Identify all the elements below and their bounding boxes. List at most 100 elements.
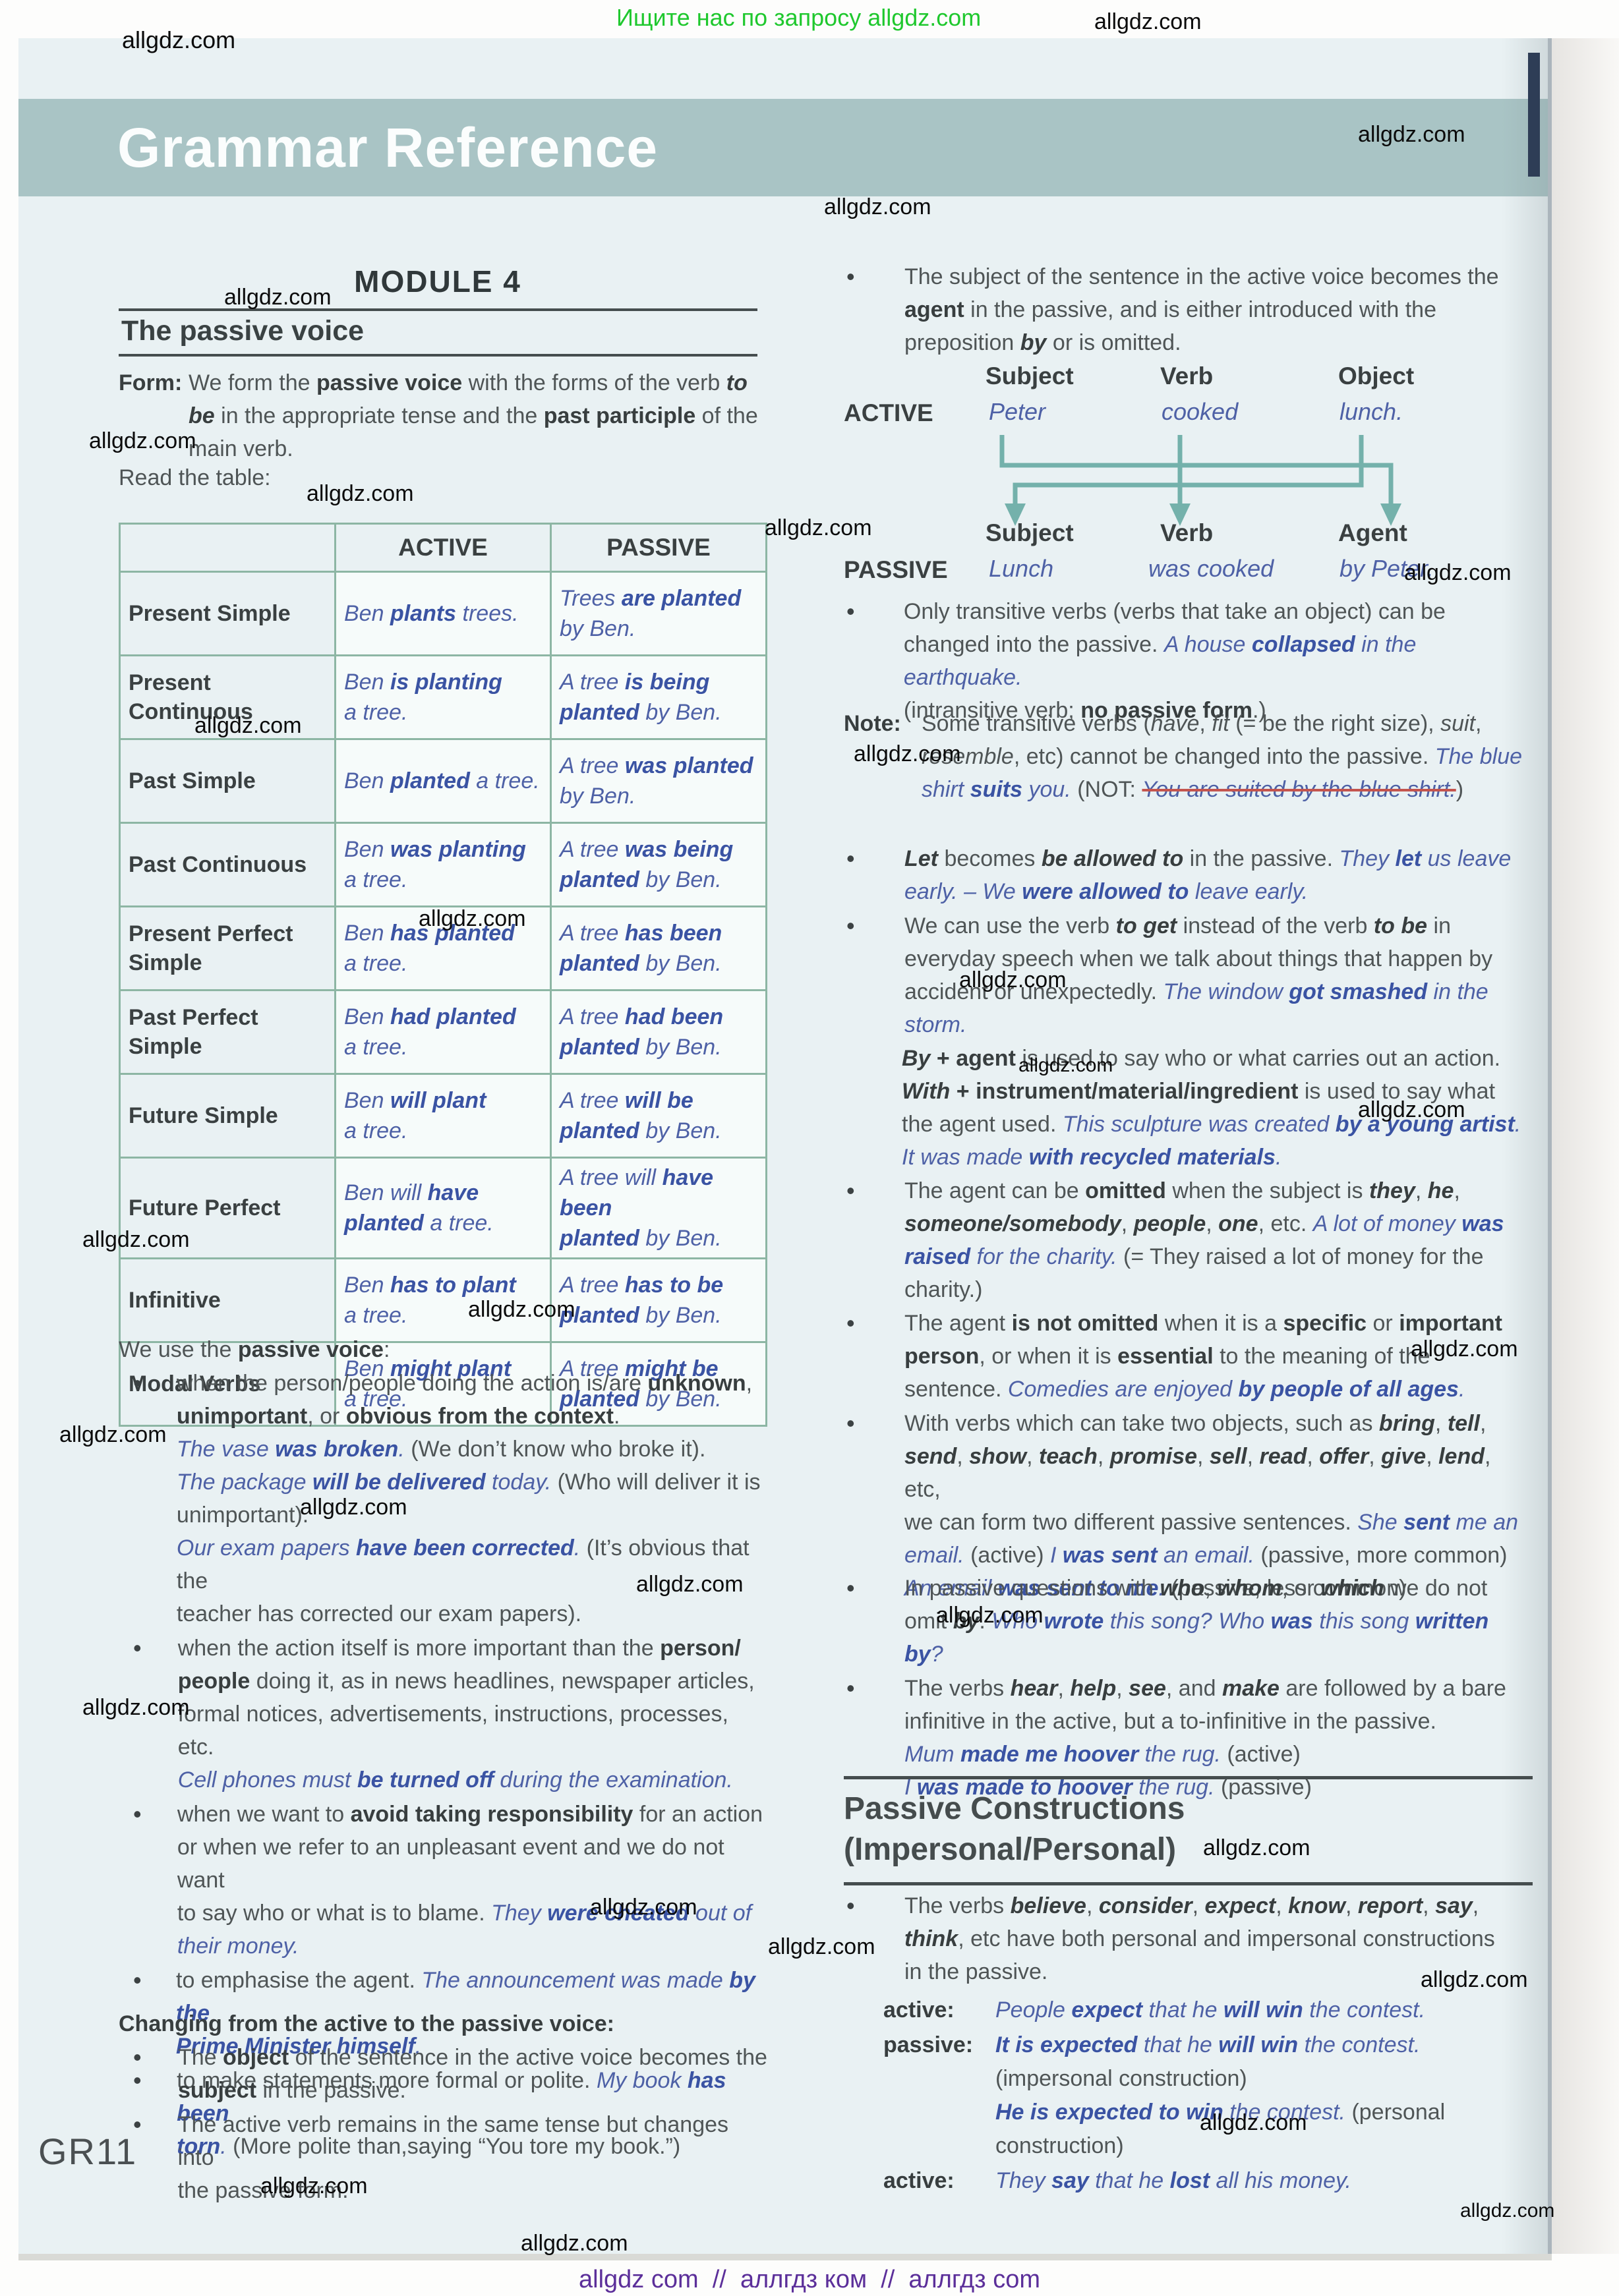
table-row: Present Continuous Ben is planting a tre… — [119, 654, 767, 740]
diagram-passive-agent: by Peter. — [1339, 555, 1434, 582]
tense-cell: Present Perfect Simple — [119, 905, 336, 991]
watermark-text: allgdz.com — [959, 967, 1067, 992]
bullet-text: The agent is not omitted when it is a sp… — [904, 1311, 1502, 1402]
diagram-arrows — [999, 435, 1401, 526]
watermark-text: allgdz.com — [1421, 1967, 1528, 1992]
form-label: Form: — [119, 370, 183, 395]
watermark-text: allgdz.com — [468, 1297, 575, 1322]
bullet-dot: • — [846, 598, 855, 625]
tense-cell: Past Perfect Simple — [119, 989, 336, 1075]
not-omitted-bullet: • The agent is not omitted when it is a … — [844, 1307, 1533, 1406]
watermark-text: allgdz.com — [1094, 9, 1202, 34]
let-bullet: • Let becomes be allowed to in the passi… — [844, 842, 1533, 908]
passive-example-cell: A tree is being planted by Ben. — [550, 654, 767, 740]
watermark-text: allgdz.com — [59, 1422, 167, 1447]
watermark-text: allgdz.com — [854, 741, 961, 766]
passive-example-cell: A tree was being planted by Ben. — [550, 822, 767, 907]
watermark-text: allgdz.com — [1460, 2200, 1555, 2222]
active-example-cell: Ben had planted a tree. — [334, 989, 552, 1075]
bullet-dot: • — [133, 1369, 142, 1396]
watermark-text: allgdz.com — [89, 428, 196, 453]
bullet-text: The verbs hear, help, see, and make are … — [904, 1676, 1506, 1800]
bullet-dot: • — [846, 1574, 855, 1601]
tense-table: ACTIVE PASSIVE Present Simple Ben plants… — [119, 523, 767, 1427]
bullet-text: The agent can be omitted when the subjec… — [904, 1178, 1504, 1302]
bullet-item: • The object of the sentence in the acti… — [119, 2041, 768, 2107]
table-row: Past Continuous Ben was planting a tree.… — [119, 822, 767, 907]
table-header-passive: PASSIVE — [550, 523, 767, 573]
diagram-verb-header: Verb — [1160, 362, 1214, 389]
two-objects-bullet: • With verbs which can take two objects,… — [844, 1407, 1533, 1605]
pc-example-row: passive: It is expected that he will win… — [844, 2028, 1533, 2163]
table-row: Present Simple Ben plants trees. Trees a… — [119, 571, 767, 656]
bullet-dot: • — [846, 845, 855, 872]
bullet-text: The subject of the sentence in the activ… — [904, 264, 1499, 355]
use-passive-section: We use the passive voice: • when the per… — [119, 1333, 768, 2164]
watermark-text: allgdz.com — [636, 1572, 744, 1597]
pc-row-label: active: — [883, 2168, 955, 2193]
form-paragraph: Form: We form the passive voice with the… — [119, 366, 761, 465]
section-title-passive-voice: The passive voice — [119, 308, 757, 357]
active-example-cell: Ben might plant a tree. — [334, 1341, 552, 1427]
bullet-dot: • — [846, 912, 855, 939]
bullet-dot: • — [133, 2111, 142, 2138]
pc-row-text: They say that he lost all his money. — [995, 2168, 1351, 2193]
tense-cell: Modal Verbs — [119, 1341, 336, 1427]
table-header-row: ACTIVE PASSIVE — [119, 523, 767, 573]
note-block: Note: Some transitive verbs (have, fit (… — [844, 707, 1533, 806]
bullet-dot: • — [846, 263, 855, 290]
table-row: Infinitive Ben has to plant a tree. A tr… — [119, 1257, 767, 1343]
use-passive-bullets: • when the person/people doing the actio… — [119, 1367, 768, 2163]
active-example-cell: Ben has to plant a tree. — [334, 1257, 552, 1343]
bullet-item: • when we want to avoid taking responsib… — [119, 1798, 768, 1963]
watermark-text: allgdz.com — [1203, 1835, 1310, 1860]
pc-row-text: People expect that he will win the conte… — [995, 1997, 1426, 2023]
bullet-item: • to make statements more formal or poli… — [119, 2064, 768, 2163]
watermark-text: allgdz.com — [1358, 122, 1465, 147]
tense-cell: Past Simple — [119, 738, 336, 824]
passive-example-cell: A tree had been planted by Ben. — [550, 989, 767, 1075]
watermark-text: allgdz.com — [1411, 1336, 1518, 1362]
bullet-text: The object of the sentence in the active… — [178, 2045, 767, 2103]
watermark-text: allgdz.com — [1200, 2110, 1307, 2135]
passive-constructions-heading: Passive Constructions (Impersonal/Person… — [844, 1776, 1533, 1885]
table-row: Past Perfect Simple Ben had planted a tr… — [119, 989, 767, 1075]
diagram-passive-label: PASSIVE — [844, 556, 948, 583]
diagram-active-label: ACTIVE — [844, 399, 933, 426]
pc-title-line1: Passive Constructions — [844, 1791, 1185, 1826]
subject-bullet: • The subject of the sentence in the act… — [844, 260, 1533, 359]
watermark-text: allgdz.com — [1018, 1054, 1113, 1076]
active-example-cell: Ben planted a tree. — [334, 738, 552, 824]
active-example-cell: Ben is planting a tree. — [334, 654, 552, 740]
tense-cell: Infinitive — [119, 1257, 336, 1343]
bullet-text: when the action itself is more important… — [177, 1636, 755, 1793]
watermark-text: allgdz.com — [521, 2231, 628, 2256]
page-edge-sliver — [1528, 53, 1540, 177]
watermark-text: allgdz.com — [260, 2173, 368, 2198]
tense-cell: Future Simple — [119, 1073, 336, 1159]
diagram-passive-verb-header: Verb — [1160, 519, 1214, 546]
passive-example-cell: A tree will be planted by Ben. — [550, 1073, 767, 1159]
active-example-cell: Ben has planted a tree. — [334, 905, 552, 991]
bullet-text: when we want to avoid taking responsibil… — [177, 1802, 763, 1959]
watermark-text: allgdz.com — [936, 1603, 1044, 1628]
tense-cell: Past Continuous — [119, 822, 336, 907]
pc-row-text: It is expected that he will win the cont… — [995, 2032, 1446, 2158]
bullet-dot: • — [133, 1966, 142, 1994]
bullet-text: to make statements more formal or polite… — [177, 2068, 732, 2159]
diagram-active-verb: cooked — [1162, 398, 1239, 425]
passive-example-cell: A tree was planted by Ben. — [550, 738, 767, 824]
active-example-cell: Ben will plant a tree. — [334, 1073, 552, 1159]
diagram-active-object: lunch. — [1339, 398, 1403, 425]
bullet-item: • to emphasise the agent. The announceme… — [119, 1964, 768, 2063]
bullet-text: The active verb remains in the same tens… — [177, 2112, 729, 2203]
diagram-object-header: Object — [1338, 362, 1415, 389]
use-passive-title: We use the passive voice: — [119, 1337, 390, 1362]
pc-example-rows: active: People expect that he will win t… — [844, 1994, 1533, 2199]
passive-example-cell: A tree might be planted by Ben. — [550, 1341, 767, 1427]
diagram-passive-subject: Lunch — [989, 555, 1054, 582]
bullet-dot: • — [846, 1309, 855, 1336]
bare-infinitive-bullet: • The verbs hear, help, see, and make ar… — [844, 1672, 1533, 1804]
changing-title: Changing from the active to the passive … — [119, 2011, 614, 2036]
